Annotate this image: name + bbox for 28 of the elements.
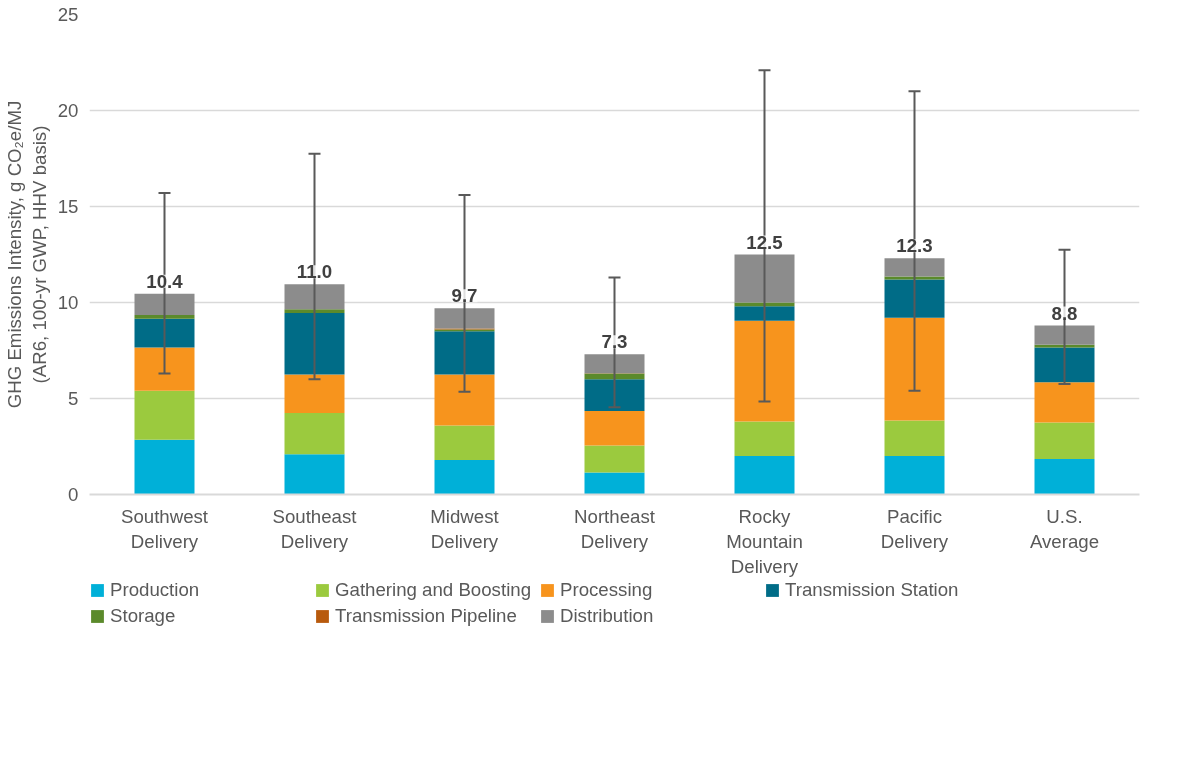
- legend-label: Gathering and Boosting: [335, 579, 533, 601]
- legend-label: Production: [110, 579, 201, 601]
- legend-label: Storage: [110, 605, 177, 627]
- y-tick-label: 0: [68, 484, 79, 505]
- y-tick-label: 15: [57, 196, 79, 217]
- legend-label: Transmission Pipeline: [335, 605, 518, 627]
- total-label: 9.7: [451, 285, 478, 307]
- total-label: 11.0: [296, 261, 333, 283]
- x-tick-label: Southwest Delivery: [120, 505, 209, 552]
- legend-label: Transmission Station: [785, 579, 960, 601]
- y-tick-label: 10: [57, 292, 79, 313]
- x-tick-label: Pacific Delivery: [880, 505, 949, 552]
- legend-label: Processing: [560, 579, 654, 601]
- total-label: 10.4: [146, 270, 184, 292]
- x-tick-label: U.S. Average: [1029, 505, 1100, 552]
- y-tick-label: 20: [57, 100, 79, 121]
- y-axis-title: GHG Emissions Intensity, g CO₂e/MJ (AR6, 100-yr GWP, HHV basis): [3, 100, 50, 409]
- y-tick-label: 25: [57, 4, 79, 25]
- x-tick-label: Southeast Delivery: [272, 505, 358, 552]
- x-tick-label: Rocky Mountain Delivery: [726, 505, 803, 577]
- total-label: 7.3: [601, 331, 628, 353]
- x-tick-label: Midwest Delivery: [430, 505, 500, 552]
- total-label: 12.5: [746, 231, 783, 253]
- legend-label: Distribution: [560, 605, 655, 627]
- total-label: 8.8: [1051, 302, 1078, 324]
- x-tick-label: Northeast Delivery: [574, 505, 656, 552]
- total-label: 12.3: [896, 235, 933, 257]
- y-tick-label: 5: [68, 388, 79, 409]
